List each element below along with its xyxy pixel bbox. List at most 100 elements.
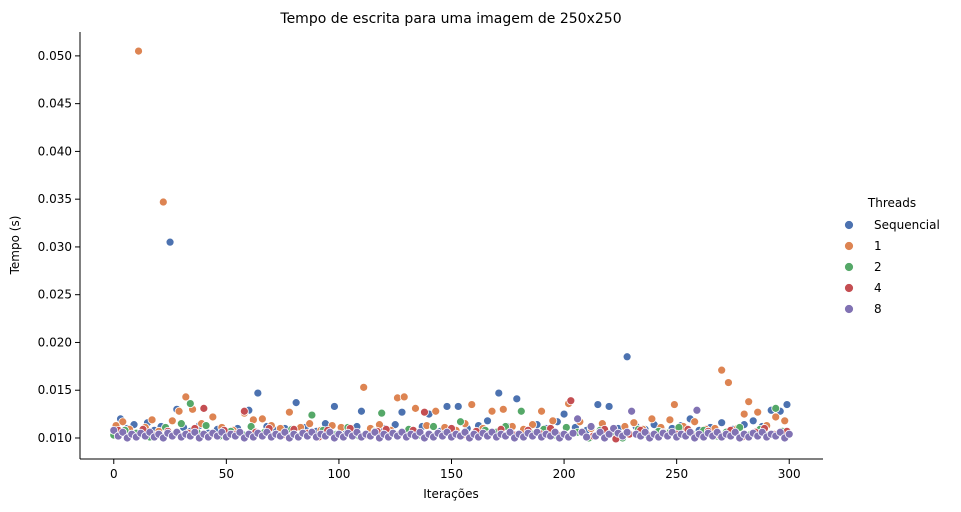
data-point — [147, 415, 157, 425]
data-point — [566, 396, 576, 406]
data-point — [390, 420, 400, 430]
data-point — [109, 425, 119, 435]
legend-label: 4 — [874, 281, 882, 295]
data-point — [167, 416, 177, 426]
legend: Threads Sequencial 1 2 4 8 — [844, 196, 940, 316]
y-tick-label: 0.010 — [38, 431, 72, 445]
x-ticks: 0 50 100 150 200 250 300 — [110, 459, 801, 481]
x-tick-label: 250 — [665, 467, 688, 481]
data-point — [516, 406, 526, 416]
data-point — [377, 408, 387, 418]
data-point — [359, 382, 369, 392]
data-point — [665, 415, 675, 425]
data-point — [305, 419, 315, 429]
data-point — [724, 378, 733, 387]
data-point — [685, 427, 695, 437]
legend-label: 1 — [874, 239, 882, 253]
data-point — [537, 406, 546, 416]
data-point — [586, 422, 596, 431]
data-point — [753, 407, 763, 417]
data-point — [498, 404, 508, 414]
data-point — [158, 197, 168, 207]
y-ticks: 0.010 0.015 0.020 0.025 0.030 0.035 0.040 0.045… — [38, 49, 80, 445]
data-point — [325, 427, 335, 437]
data-point — [284, 407, 294, 417]
y-tick-label: 0.035 — [38, 192, 72, 206]
data-point — [456, 417, 465, 427]
data-point — [582, 432, 591, 442]
data-point — [442, 402, 452, 411]
data-point — [307, 410, 317, 420]
data-point — [467, 400, 477, 409]
y-tick-label: 0.025 — [38, 288, 72, 302]
data-point — [784, 429, 794, 439]
data-point — [593, 400, 603, 409]
legend-marker — [844, 283, 854, 293]
data-point — [730, 427, 740, 437]
data-point — [431, 406, 441, 416]
data-point — [165, 237, 175, 247]
data-point — [253, 388, 263, 398]
data-point — [782, 400, 792, 409]
data-point — [771, 412, 781, 422]
data-point — [640, 427, 650, 437]
x-tick-label: 50 — [219, 467, 234, 481]
data-point — [627, 406, 637, 416]
data-point — [604, 429, 614, 439]
data-point — [453, 402, 463, 411]
data-point — [208, 412, 218, 422]
data-point — [257, 414, 267, 424]
data-point — [629, 418, 639, 428]
legend-title: Threads — [867, 196, 916, 210]
legend-marker — [844, 304, 854, 314]
data-point — [528, 420, 537, 430]
data-point — [748, 416, 758, 426]
data-point — [357, 406, 366, 416]
x-tick-label: 0 — [110, 467, 118, 481]
data-point — [548, 416, 558, 426]
data-point — [744, 397, 754, 407]
x-tick-label: 150 — [440, 467, 463, 481]
legend-label: 2 — [874, 260, 882, 274]
data-point — [397, 407, 407, 417]
x-tick-label: 300 — [778, 467, 801, 481]
data-point — [411, 403, 420, 413]
data-point — [483, 416, 492, 426]
y-axis-title: Tempo (s) — [8, 216, 22, 276]
data-point — [176, 419, 186, 429]
data-point — [780, 416, 790, 426]
data-point — [717, 418, 727, 428]
data-point — [370, 427, 380, 437]
y-tick-label: 0.050 — [38, 49, 72, 63]
data-point — [118, 417, 128, 427]
data-point — [622, 427, 632, 437]
data-point — [291, 398, 301, 408]
data-point — [181, 392, 191, 402]
data-point — [568, 428, 578, 438]
data-point — [692, 405, 702, 415]
data-point — [235, 427, 245, 437]
data-point — [201, 421, 211, 430]
data-point — [280, 427, 290, 437]
data-point — [771, 403, 781, 413]
data-point — [559, 409, 569, 419]
data-point — [118, 427, 128, 437]
data-point — [487, 406, 497, 416]
y-tick-label: 0.020 — [38, 335, 72, 349]
plot-area — [109, 46, 794, 444]
data-point — [604, 402, 614, 411]
data-point — [199, 403, 209, 413]
x-tick-label: 200 — [553, 467, 576, 481]
y-tick-label: 0.015 — [38, 383, 72, 397]
data-point — [775, 427, 785, 437]
legend-items: Sequencial 1 2 4 8 — [844, 218, 940, 316]
data-point — [190, 427, 200, 437]
data-point — [460, 427, 470, 437]
x-axis-title: Iterações — [423, 487, 479, 501]
series-1 — [111, 46, 790, 437]
data-point — [622, 352, 632, 362]
data-point — [690, 417, 700, 427]
data-point — [647, 414, 657, 424]
data-point — [420, 407, 429, 417]
